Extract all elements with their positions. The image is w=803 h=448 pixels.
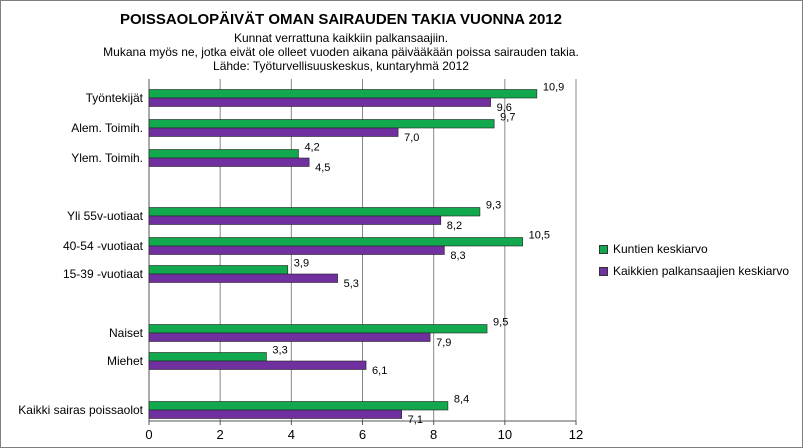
bar-kuntien [148,324,488,334]
bar-kuntien [148,149,299,159]
data-label: 4,5 [315,162,330,174]
bar-kuntien [148,119,495,129]
chart-subtitle-line-2: Mukana myös ne, jotka eivät ole olleet v… [103,45,579,59]
bar-kaikkien [148,215,442,225]
data-label: 3,9 [294,258,309,270]
legend-item-kuntien: Kuntien keskiarvo [599,241,789,257]
data-label: 9,7 [500,112,515,124]
category-label: Naiset [109,326,144,340]
x-tick-label: 12 [569,427,583,442]
data-label: 10,9 [543,82,564,94]
bar-kuntien [148,352,267,362]
x-tick-label: 2 [217,427,224,442]
bar-kaikkien [148,245,445,255]
category-label: Miehet [107,354,144,368]
legend-item-kaikkien: Kaikkien palkansaajien keskiarvo [599,263,789,279]
data-label: 9,5 [493,317,508,329]
category-label: Kaikki sairas poissaolot [18,403,143,417]
category-label: Ylem. Toimih. [71,151,143,165]
legend-swatch-kaikkien [599,266,608,276]
x-tick-label: 0 [145,427,152,442]
legend-label-kaikkien: Kaikkien palkansaajien keskiarvo [613,264,790,278]
data-label: 7,0 [404,132,419,144]
bar-kaikkien [148,409,402,419]
data-label: 4,2 [304,142,319,154]
bar-kaikkien [148,127,399,137]
bar-kuntien [148,207,481,217]
bar-kaikkien [148,360,367,370]
x-tick-label: 8 [430,427,437,442]
legend-label-kuntien: Kuntien keskiarvo [613,242,708,256]
category-label: Työntekijät [86,91,144,105]
data-label: 6,1 [372,365,387,377]
data-label: 5,3 [344,278,359,290]
data-label: 7,9 [436,337,451,349]
x-tick-label: 4 [288,427,295,442]
bar-kaikkien [148,332,431,342]
bar-kuntien [148,237,523,247]
category-label: Yli 55v-uotiaat [67,209,144,223]
data-label: 9,6 [497,102,512,114]
data-label: 8,2 [447,220,462,232]
bar-kaikkien [148,273,338,283]
bar-kaikkien [148,97,491,107]
data-label: 9,3 [486,200,501,212]
data-label: 3,3 [272,345,287,357]
bar-kaikkien [148,157,310,167]
chart-title: POISSAOLOPÄIVÄT OMAN SAIRAUDEN TAKIA VUO… [120,11,562,28]
category-label: 15-39 -vuotiaat [63,267,144,281]
x-tick-label: 10 [498,427,512,442]
x-tick-label: 6 [359,427,366,442]
bar-kuntien [148,265,289,275]
data-label: 8,3 [450,250,465,262]
category-label: Alem. Toimih. [71,121,143,135]
bar-kuntien [148,401,449,411]
data-label: 10,5 [529,230,550,242]
legend-swatch-kuntien [599,244,608,254]
data-label: 7,1 [408,414,423,426]
bar-kuntien [148,89,538,99]
chart-subtitle-line-3: Lähde: Työturvellisuuskeskus, kuntaryhmä… [213,59,469,73]
data-label: 8,4 [454,394,469,406]
chart-subtitle-line-1: Kunnat verrattuna kaikkiin palkansaajiin… [233,31,449,45]
category-label: 40-54 -vuotiaat [63,239,144,253]
legend: Kuntien keskiarvo Kaikkien palkansaajien… [599,241,789,285]
